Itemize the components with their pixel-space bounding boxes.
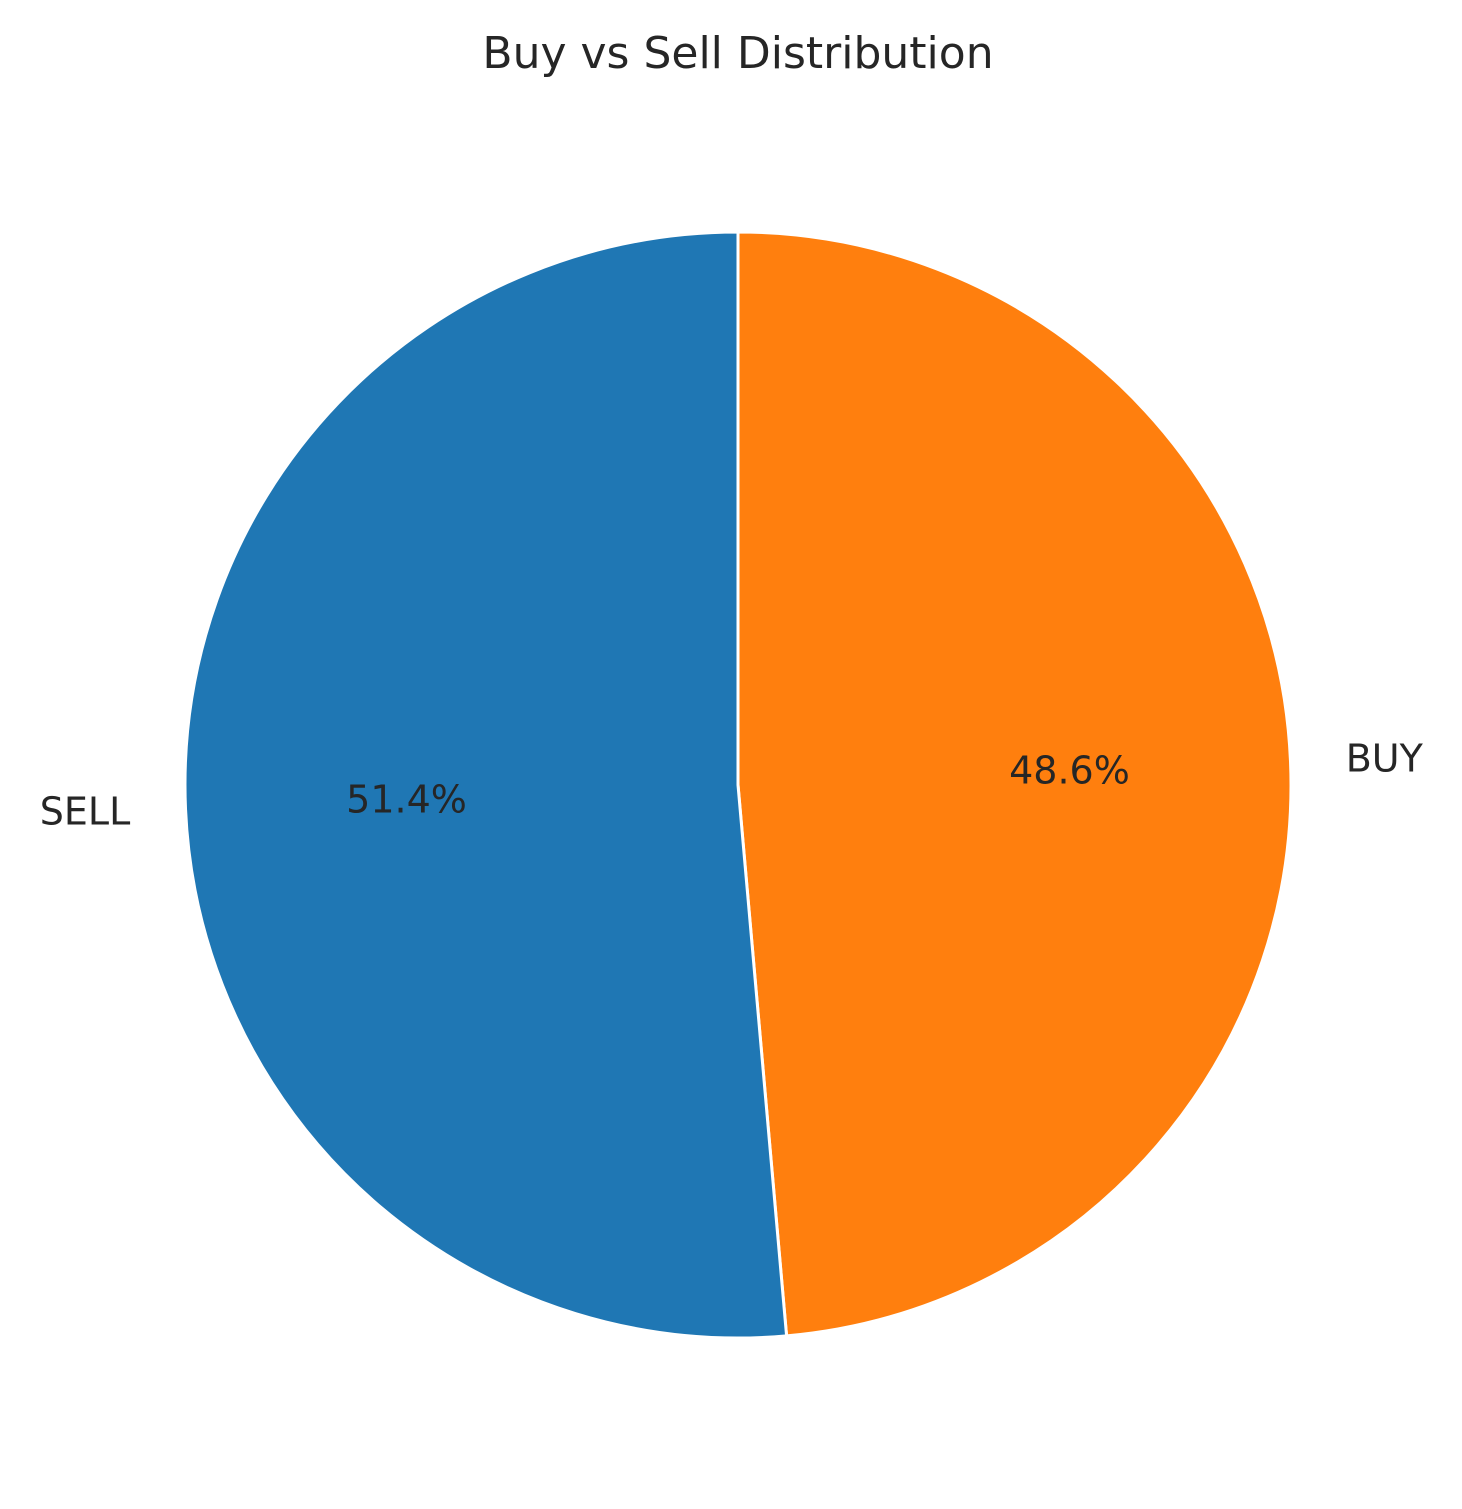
percent-label-buy: 48.6% xyxy=(1009,748,1130,792)
pie-slice-sell xyxy=(183,230,789,1340)
percent-label-sell: 51.4% xyxy=(346,778,467,822)
pie-slice-buy xyxy=(736,230,1293,1338)
slice-label-sell: SELL xyxy=(40,790,130,834)
pie-slices xyxy=(183,230,1293,1340)
slice-label-buy: BUY xyxy=(1346,736,1424,780)
pie-labels: BUY 48.6% SELL 51.4% xyxy=(40,736,1424,833)
chart-title: Buy vs Sell Distribution xyxy=(482,28,993,79)
